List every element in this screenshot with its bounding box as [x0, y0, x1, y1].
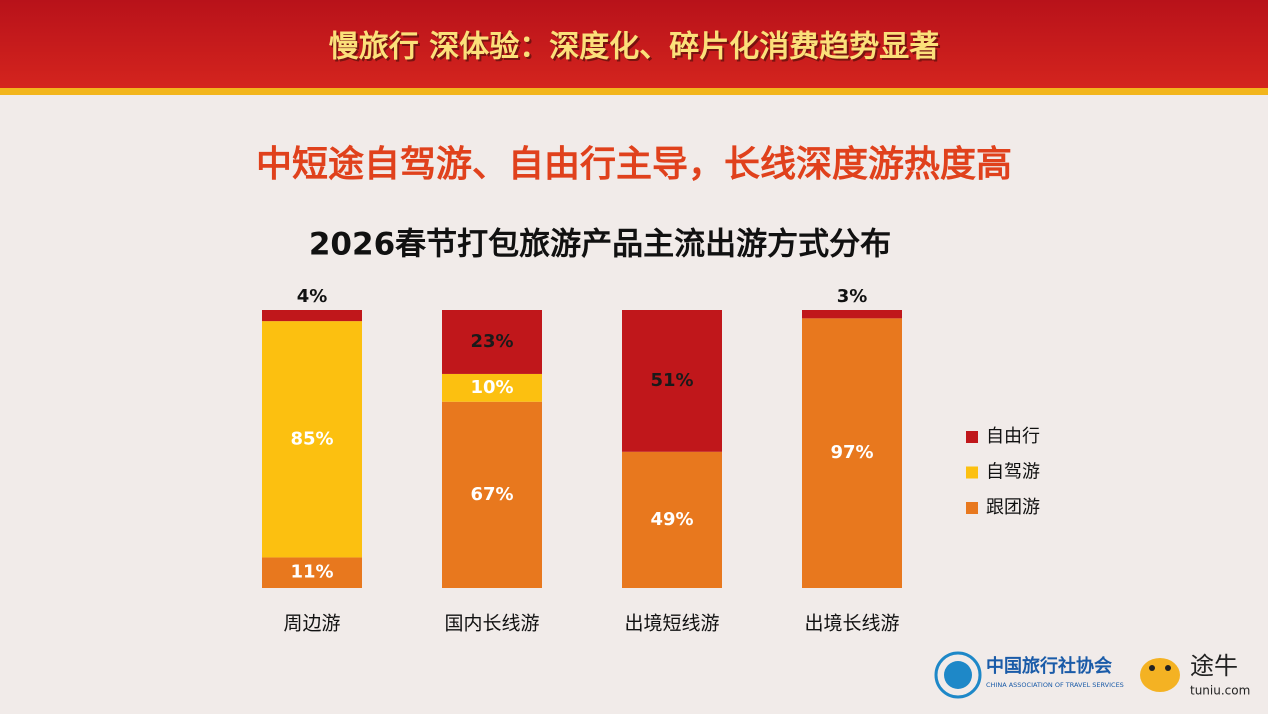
- chart-title: 2026春节打包旅游产品主流出游方式分布: [309, 227, 891, 263]
- value-label: 51%: [650, 370, 693, 391]
- legend-label: 自驾游: [986, 462, 1040, 483]
- header-shadow: 慢旅行 深体验：深度化、碎片化消费趋势显著: [331, 32, 941, 67]
- value-label: 3%: [837, 286, 868, 307]
- x-tick-label: 国内长线游: [444, 613, 539, 635]
- association-name: 中国旅行社协会: [986, 655, 1112, 677]
- bar-segment: [622, 451, 722, 588]
- legend-swatch: [966, 431, 978, 443]
- bar-segment: [442, 401, 542, 588]
- bar-segment: [442, 373, 542, 402]
- value-label: 4%: [297, 286, 328, 307]
- logo-core: [944, 661, 972, 689]
- header-title: 慢旅行 深体验：深度化、碎片化消费趋势显著: [329, 30, 939, 65]
- bar-segment: [262, 310, 362, 322]
- value-label: 97%: [830, 442, 873, 463]
- brand-url: tuniu.com: [1190, 684, 1250, 698]
- subtitle: 中短途自驾游、自由行主导，长线深度游热度高: [256, 143, 1012, 185]
- association-en: CHINA ASSOCIATION OF TRAVEL SERVICES: [986, 681, 1124, 689]
- header-stripe: [0, 88, 1268, 95]
- value-label: 23%: [470, 331, 513, 352]
- x-tick-label: 出境长线游: [804, 613, 899, 635]
- legend-label: 跟团游: [986, 497, 1040, 518]
- legend-label: 自由行: [986, 426, 1040, 447]
- cow-face: [1140, 658, 1180, 692]
- cow-eye: [1149, 665, 1155, 671]
- header-band: [0, 0, 1268, 88]
- value-label: 85%: [290, 428, 333, 449]
- value-label: 11%: [290, 562, 333, 583]
- x-tick-label: 出境短线游: [624, 613, 719, 635]
- brand-logo: 途牛 tuniu.com: [1140, 652, 1250, 698]
- logo-ring: [934, 651, 982, 699]
- cow-eye: [1165, 665, 1171, 671]
- bar-segment: [802, 318, 902, 588]
- association-logo: 中国旅行社协会 CHINA ASSOCIATION OF TRAVEL SERV…: [934, 651, 1124, 699]
- bar-segment: [262, 321, 362, 558]
- value-label: 10%: [470, 377, 513, 398]
- brand-name: 途牛: [1190, 652, 1238, 680]
- x-tick-label: 周边游: [283, 613, 340, 635]
- bar-segment: [262, 557, 362, 588]
- bar-segment: [622, 310, 722, 452]
- bar-segment: [802, 310, 902, 319]
- value-label: 67%: [470, 484, 513, 505]
- legend-swatch: [966, 466, 978, 479]
- legend-swatch: [966, 502, 978, 514]
- bar-segment: [442, 310, 542, 374]
- value-label: 49%: [650, 509, 693, 530]
